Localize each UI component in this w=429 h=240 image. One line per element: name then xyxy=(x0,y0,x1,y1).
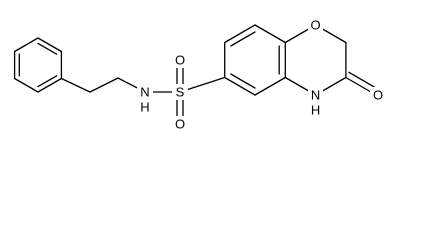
bonds xyxy=(13,24,380,125)
molecule-diagram: O O N H S O O N H xyxy=(13,17,386,132)
atom-label: O xyxy=(373,88,383,103)
atom-label: O xyxy=(175,117,185,132)
atom-label: H xyxy=(140,100,149,115)
atom-label: O xyxy=(175,53,185,68)
atom-label: H xyxy=(311,103,320,118)
atom-labels: O O N H S O O N H xyxy=(137,17,386,132)
atom-label: N xyxy=(140,85,149,100)
atom-label: N xyxy=(311,88,320,103)
atom-label: S xyxy=(176,85,185,100)
atom-label: O xyxy=(311,18,321,33)
